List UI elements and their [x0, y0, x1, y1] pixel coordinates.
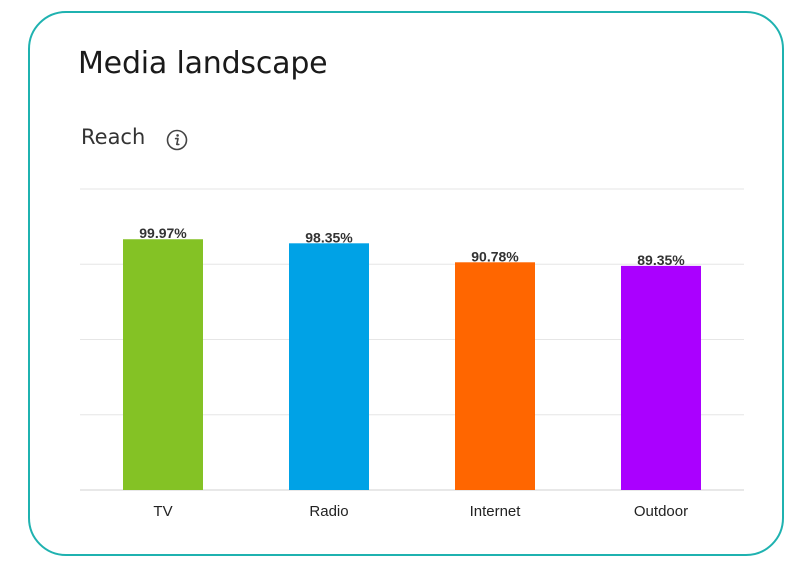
card-title: Media landscape: [78, 46, 328, 81]
x-tick-label-tv: TV: [153, 503, 172, 520]
x-tick-label-radio: Radio: [309, 503, 348, 520]
data-label-internet: 90.78%: [471, 248, 519, 264]
bar-outdoor[interactable]: [621, 265, 701, 490]
x-tick-label-outdoor: Outdoor: [634, 503, 688, 520]
info-icon[interactable]: [166, 129, 188, 151]
bar-tv[interactable]: [123, 239, 203, 490]
chart-subtitle: Reach: [81, 125, 146, 149]
x-tick-label-internet: Internet: [470, 503, 522, 520]
bar-internet[interactable]: [455, 262, 535, 490]
data-label-outdoor: 89.35%: [637, 252, 685, 268]
data-label-radio: 98.35%: [305, 229, 353, 245]
data-label-tv: 99.97%: [139, 225, 187, 241]
bar-radio[interactable]: [289, 243, 369, 490]
